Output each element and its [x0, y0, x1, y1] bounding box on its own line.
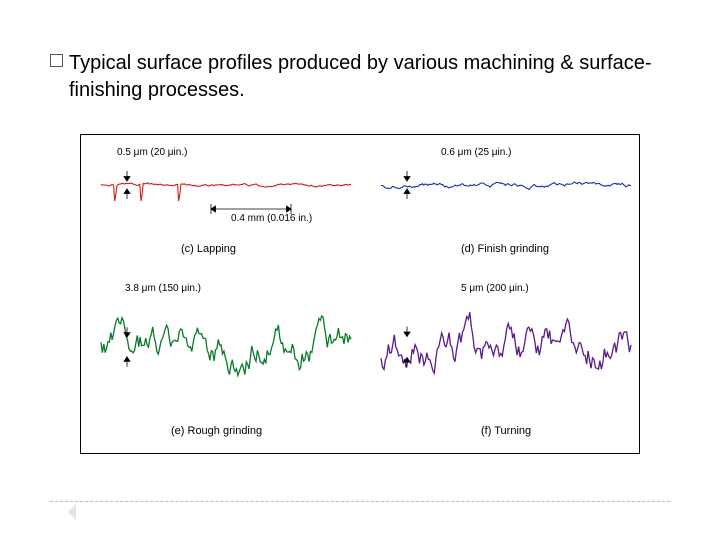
bullet-square-icon: [50, 54, 63, 67]
profile-e: [101, 295, 351, 405]
scale-v-label-e: 3.8 μm (150 μin.): [125, 283, 201, 294]
panel-caption-e: (e) Rough grinding: [171, 425, 262, 437]
slide-root: Typical surface profiles produced by var…: [0, 0, 720, 540]
panel-caption-d: (d) Finish grinding: [461, 243, 549, 255]
panel-caption-f: (f) Turning: [481, 425, 531, 437]
scale-v-label-c: 0.5 μm (20 μin.): [117, 147, 187, 158]
divider-dashed: [50, 501, 670, 502]
bullet-item: Typical surface profiles produced by var…: [50, 50, 670, 104]
scale-v-label-d: 0.6 μm (25 μin.): [441, 147, 511, 158]
bullet-text: Typical surface profiles produced by var…: [69, 50, 670, 104]
figure-container: (c) Lapping 0.5 μm (20 μin.) 0.4 mm (0.016…: [80, 134, 640, 454]
scale-h-label-c: 0.4 mm (0.016 in.): [231, 213, 312, 224]
scale-v-label-f: 5 μm (200 μin.): [461, 283, 529, 294]
corner-arrow-icon: [60, 504, 76, 520]
profile-f: [381, 295, 631, 405]
panel-caption-c: (c) Lapping: [181, 243, 236, 255]
